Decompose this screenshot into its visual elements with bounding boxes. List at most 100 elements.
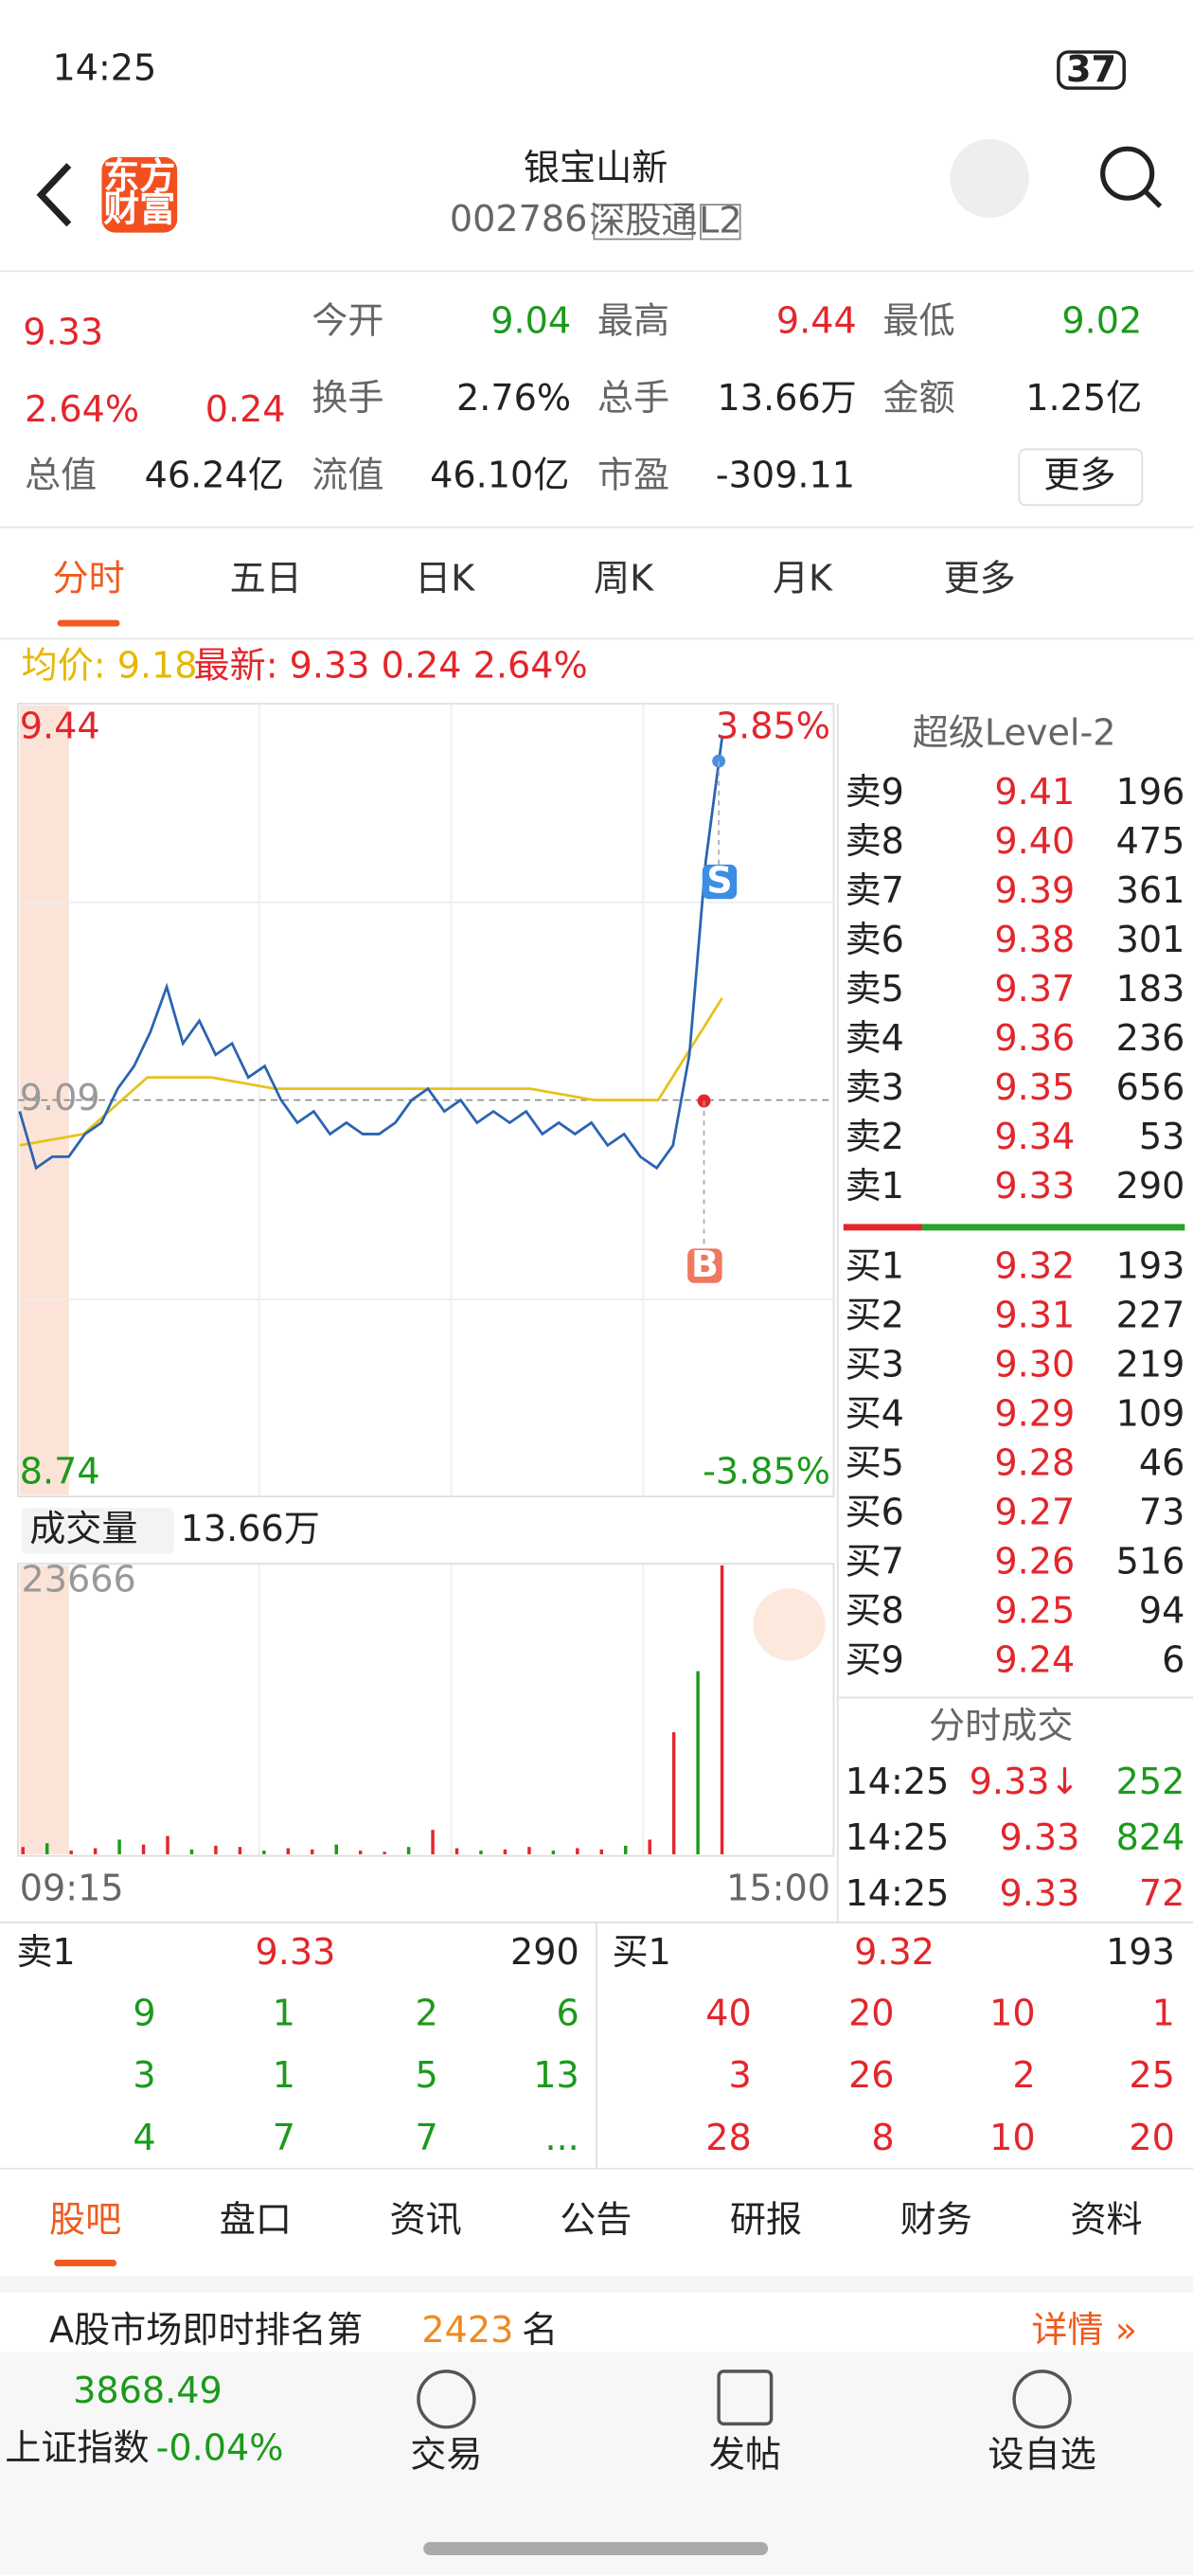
level: 买4: [846, 1393, 904, 1435]
home-bar: [423, 2542, 769, 2555]
time-end: 15:00: [726, 1868, 830, 1909]
trade-time: 14:25: [846, 1872, 950, 1914]
level: 买8: [846, 1590, 904, 1632]
divider: [596, 1921, 597, 2168]
stat-value: -309.11: [716, 454, 855, 495]
avatar[interactable]: [950, 138, 1029, 218]
queue-order: 2: [1012, 2054, 1035, 2096]
tab-indicator: [54, 2260, 117, 2266]
latest-legend: 最新: 9.33 0.24 2.64%: [194, 644, 588, 686]
volume-bar: [551, 1851, 556, 1854]
footer-button: 发帖: [709, 2434, 781, 2476]
expand-button[interactable]: [753, 1588, 826, 1661]
index-pct: -0.04%: [156, 2427, 284, 2469]
level-price: 9.24: [994, 1639, 1075, 1681]
queue-order: 7: [273, 2117, 295, 2158]
trades-title: 分时成交: [929, 1705, 1073, 1746]
back-button[interactable]: [36, 163, 72, 227]
queue-order: 20: [1129, 2117, 1174, 2158]
bottom-tab: 研报: [730, 2199, 802, 2241]
queue-order: 1: [1152, 1992, 1175, 2033]
divider: [0, 2167, 1193, 2170]
sell-badge: [702, 864, 738, 900]
level-price: 9.37: [994, 968, 1075, 1010]
price: 9.33: [23, 312, 103, 353]
level-price: 9.26: [994, 1541, 1075, 1583]
volume-total: 13.66万: [181, 1508, 320, 1549]
trade-icon[interactable]: [417, 2370, 476, 2429]
level: 卖2: [846, 1116, 904, 1157]
divider: [0, 637, 1193, 640]
level: 买1: [846, 1245, 904, 1287]
volume-bar: [21, 1847, 25, 1854]
buy-badge: [687, 1248, 722, 1283]
post-icon[interactable]: [717, 2370, 774, 2426]
trade-time: 14:25: [846, 1816, 950, 1858]
time-start: 09:15: [20, 1868, 124, 1909]
level-price: 9.29: [994, 1393, 1075, 1435]
tag-box: [593, 204, 694, 241]
bottom-tab: 盘口: [220, 2199, 292, 2241]
level-volume: 109: [1116, 1393, 1185, 1435]
stat-value: 9.02: [1061, 299, 1142, 341]
level: 买7: [846, 1541, 904, 1583]
more-button[interactable]: [1018, 448, 1144, 507]
more-label: 更多: [1043, 454, 1115, 495]
level: 买3: [846, 1344, 904, 1386]
stat-label: 最高: [597, 299, 669, 341]
index-name: 上证指数: [5, 2427, 149, 2469]
level-price: 9.39: [994, 869, 1075, 911]
rank-text: A股市场即时排名第: [49, 2309, 363, 2351]
volume-bar: [431, 1830, 435, 1854]
level: 卖5: [846, 968, 904, 1010]
level: 卖3: [846, 1066, 904, 1108]
stat-value: 9.04: [490, 299, 571, 341]
stock-name: 银宝山新: [524, 147, 668, 188]
queue-order: ...: [544, 2117, 579, 2158]
volume-bar: [262, 1851, 266, 1854]
logo-text: 东方: [103, 155, 175, 197]
queue-price: 9.33: [256, 1931, 336, 1973]
avg-legend: 均价: 9.18: [22, 644, 198, 686]
tag-box: [700, 204, 741, 241]
level: 买5: [846, 1442, 904, 1484]
pre-close-label: 9.09: [20, 1077, 100, 1118]
tab: 分时: [52, 558, 124, 599]
grid: [18, 703, 834, 1856]
battery-level: 37: [1066, 48, 1116, 90]
volume-bar: [334, 1844, 338, 1854]
buy-marker: B: [691, 1243, 719, 1285]
volume-frame: [17, 1563, 835, 1857]
volume-bar: [166, 1835, 169, 1854]
volume-bar: [648, 1839, 651, 1854]
bottom-tab: 资料: [1070, 2199, 1142, 2241]
volume-bar: [117, 1839, 121, 1854]
queue-order: 3: [729, 2054, 752, 2096]
level-price: 9.35: [994, 1066, 1075, 1108]
level-volume: 183: [1116, 968, 1185, 1010]
volume-bar: [238, 1847, 242, 1854]
level: 卖6: [846, 919, 904, 960]
y-min-label: 8.74: [20, 1450, 100, 1492]
watch-icon[interactable]: [1012, 2370, 1072, 2429]
search[interactable]: [1100, 146, 1155, 201]
logo[interactable]: [101, 156, 178, 233]
level-price: 9.32: [994, 1245, 1075, 1287]
stat-value: 2.76%: [456, 377, 571, 419]
volume-selector[interactable]: [21, 1508, 174, 1554]
level-volume: 6: [1162, 1639, 1184, 1681]
level-volume: 53: [1139, 1116, 1184, 1157]
volume-bar: [671, 1732, 676, 1854]
clock: 14:25: [52, 47, 156, 89]
level-price: 9.25: [994, 1590, 1075, 1632]
level-price: 9.28: [994, 1442, 1075, 1484]
level-volume: 219: [1116, 1344, 1185, 1386]
level: 卖9: [846, 771, 904, 813]
level-price: 9.41: [994, 771, 1075, 813]
footer-button: 交易: [410, 2434, 482, 2476]
level: 买2: [846, 1295, 904, 1336]
level-volume: 516: [1116, 1541, 1185, 1583]
queue-order: 1: [273, 2054, 295, 2096]
pct-min-label: -3.85%: [703, 1450, 830, 1492]
